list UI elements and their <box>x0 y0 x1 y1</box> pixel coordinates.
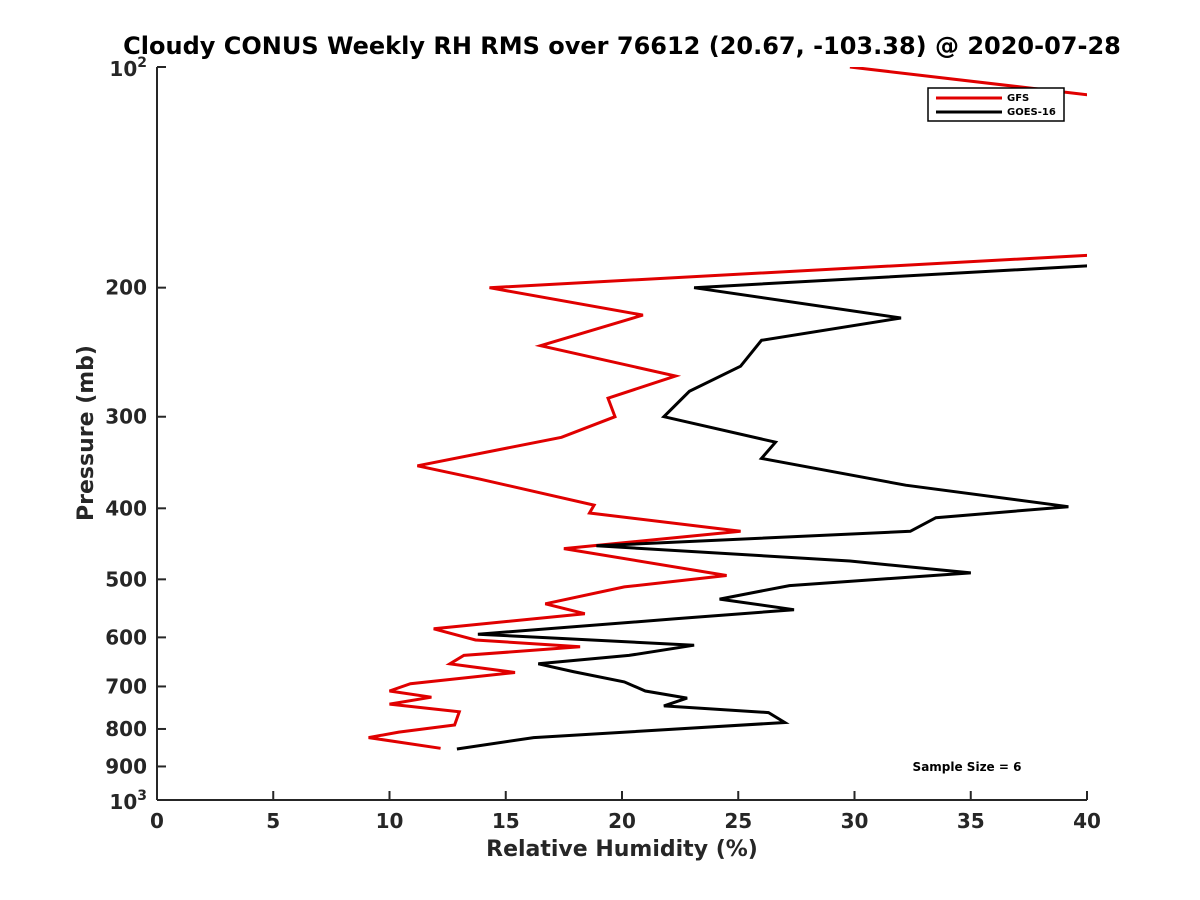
x-tick-label: 5 <box>266 809 280 833</box>
x-tick-label: 0 <box>150 809 164 833</box>
y-tick-label: 500 <box>105 567 147 591</box>
legend: GFS GOES-16 <box>927 87 1065 122</box>
series-line-goes16 <box>456 264 1087 751</box>
y-tick-label: 600 <box>105 625 147 649</box>
series-layer <box>368 67 1087 751</box>
legend-label-goes16: GOES-16 <box>1007 107 1056 118</box>
sample-size-annotation: Sample Size = 6 <box>913 760 1022 774</box>
chart-title: Cloudy CONUS Weekly RH RMS over 76612 (2… <box>123 32 1121 60</box>
legend-box <box>927 87 1065 122</box>
x-tick-label: 40 <box>1073 809 1101 833</box>
x-ticks: 0 5 10 15 20 25 30 35 40 <box>150 791 1101 833</box>
y-tick-label: 900 <box>105 754 147 778</box>
y-tick-label: 300 <box>105 405 147 429</box>
y-tick-label: 200 <box>105 276 147 300</box>
x-axis-label: Relative Humidity (%) <box>486 837 758 862</box>
plot-area <box>157 67 1087 800</box>
y-tick-label: 400 <box>105 496 147 520</box>
x-tick-label: 20 <box>608 809 636 833</box>
y-tick-label: 103 <box>109 788 147 814</box>
y-tick-label: 102 <box>109 55 147 81</box>
y-axis-label: Pressure (mb) <box>74 345 99 521</box>
x-tick-label: 25 <box>724 809 752 833</box>
x-tick-label: 15 <box>492 809 520 833</box>
x-tick-label: 10 <box>376 809 404 833</box>
y-tick-label: 800 <box>105 717 147 741</box>
series-line-gfs <box>368 67 1087 750</box>
x-tick-label: 35 <box>957 809 985 833</box>
x-tick-label: 30 <box>841 809 869 833</box>
y-ticks: 200 300 400 500 600 700 800 900 102 103 <box>105 55 166 814</box>
legend-label-gfs: GFS <box>1007 93 1029 104</box>
y-tick-label: 700 <box>105 674 147 698</box>
